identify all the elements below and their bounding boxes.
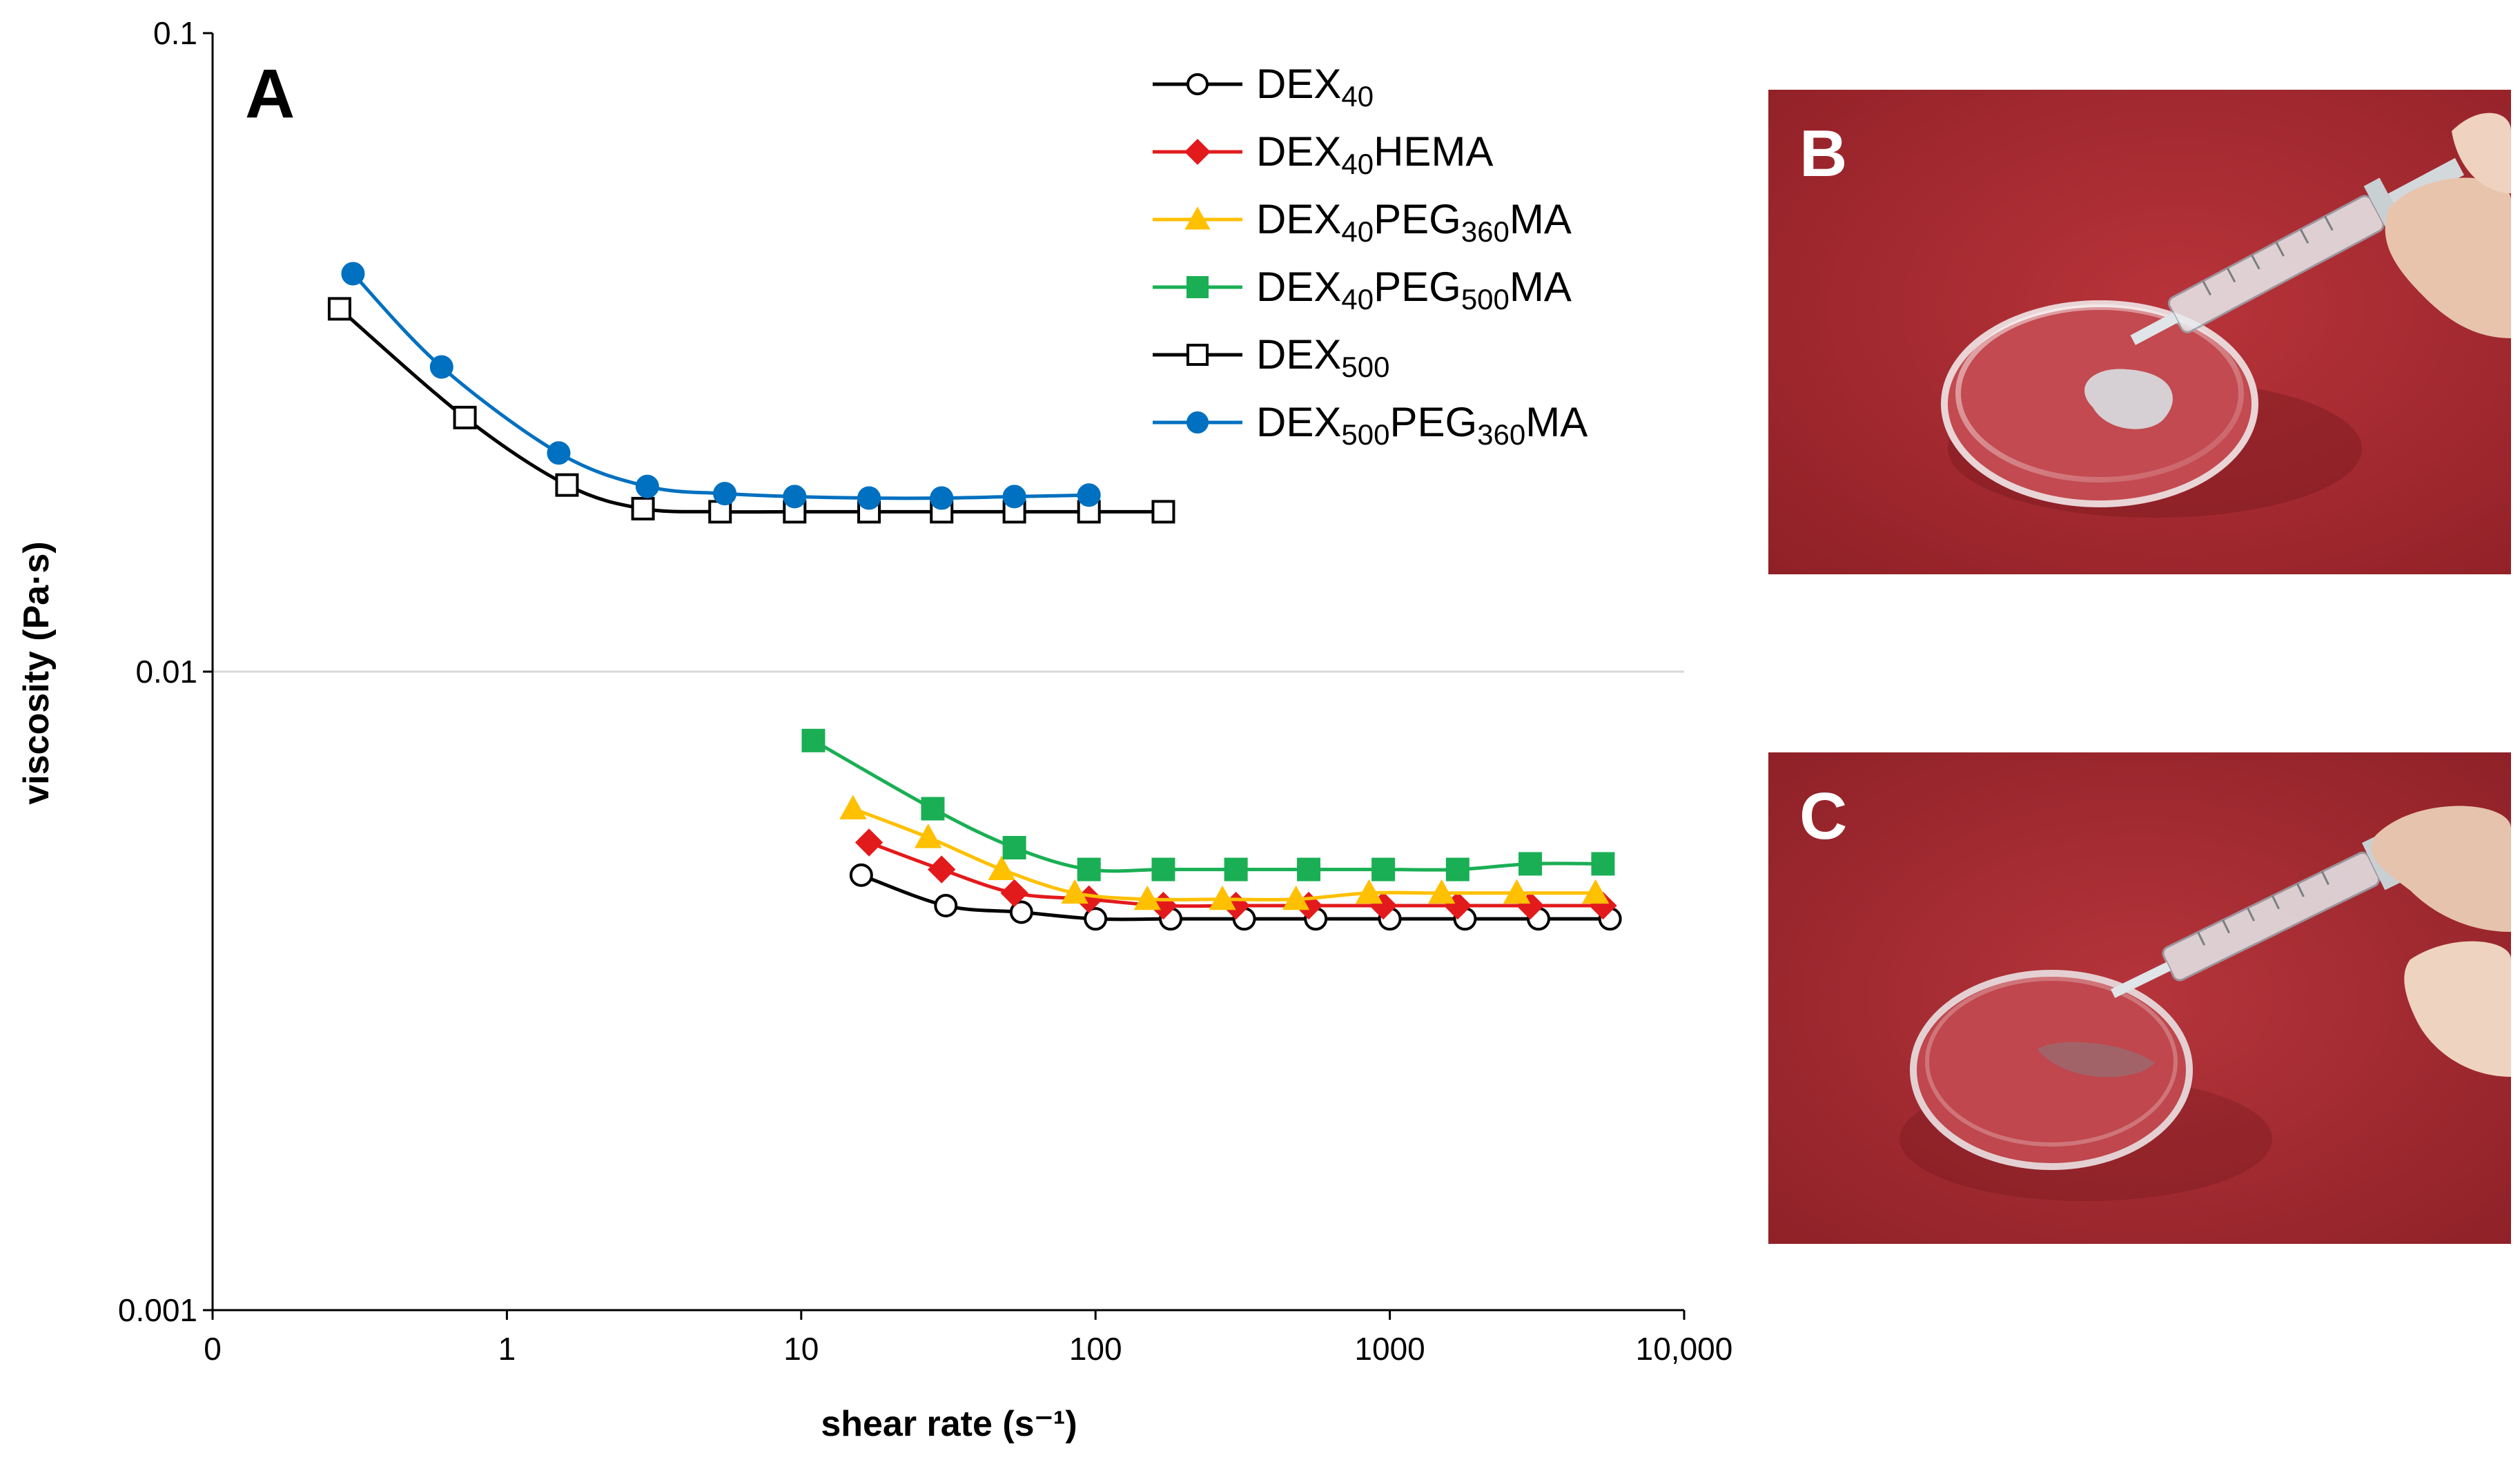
data-point-DEX40PEG360MA: [1282, 885, 1310, 910]
data-point-DEX40: [1009, 900, 1033, 924]
legend-label: DEX40HEMA: [1256, 128, 1493, 180]
x-tick-label: 100: [1069, 1331, 1122, 1367]
photo-c: C: [1768, 752, 2511, 1244]
y-tick-label: 0.01: [135, 654, 197, 690]
data-point-DEX40PEG500MA: [1591, 852, 1615, 876]
syringe-gel-dish-icon: B: [1768, 90, 2511, 574]
axes: 0.001 0.01 0.1 0 1 10 100 1000 10,000: [118, 15, 1732, 1367]
data-point-DEX500: [1151, 500, 1175, 524]
series-DEX40PEG360MA: [839, 795, 1610, 910]
legend-entry: DEX500PEG360MA: [1153, 399, 1588, 451]
data-point-DEX40PEG500MA: [1151, 857, 1175, 881]
data-point-DEX40PEG500MA: [1297, 857, 1321, 881]
y-axis-title: viscosity (Pa·s): [17, 541, 57, 805]
legend-marker: [1184, 139, 1211, 165]
legend-marker: [1184, 206, 1211, 230]
legend-entry: DEX500: [1153, 331, 1389, 383]
data-point-DEX500: [327, 297, 351, 321]
data-point-DEX500: [453, 405, 477, 429]
photo-c-label: C: [1799, 779, 1847, 853]
data-point-DEX500PEG360MA: [547, 441, 571, 465]
x-tick-label: 0: [204, 1331, 222, 1367]
legend-label: DEX40PEG360MA: [1256, 196, 1572, 248]
legend-entry: DEX40PEG360MA: [1153, 196, 1572, 248]
data-point-DEX40PEG360MA: [988, 855, 1015, 880]
data-point-DEX40PEG500MA: [1077, 857, 1101, 881]
data-point-DEX40PEG360MA: [915, 823, 942, 848]
data-point-DEX40PEG500MA: [921, 797, 945, 821]
data-point-DEX40HEMA: [928, 855, 956, 884]
data-point-DEX40PEG360MA: [1209, 885, 1236, 910]
series-line-DEX500PEG360MA: [351, 272, 1089, 500]
legend-marker: [1186, 411, 1209, 433]
data-point-DEX40PEG360MA: [1503, 879, 1531, 904]
series-line-DEX500: [338, 307, 1164, 514]
data-point-DEX40PEG500MA: [1002, 836, 1026, 860]
data-point-DEX500PEG360MA: [1002, 485, 1026, 509]
x-tick-label: 1: [498, 1331, 516, 1367]
data-point-DEX40PEG500MA: [1224, 857, 1248, 881]
x-tick-label: 10: [783, 1331, 819, 1367]
data-point-DEX40HEMA: [854, 828, 883, 857]
legend: DEX40 DEX40HEMA DEX40PEG360MA DEX40PEG500MA…: [1153, 61, 1588, 451]
series-DEX500PEG360MA: [341, 262, 1101, 510]
data-point-DEX500PEG360MA: [783, 485, 807, 509]
y-tick-label: 0.1: [153, 15, 197, 51]
data-point-DEX40HEMA: [1000, 879, 1028, 907]
legend-label: DEX500PEG360MA: [1256, 399, 1588, 451]
data-point-DEX40PEG500MA: [1371, 857, 1396, 881]
data-point-DEX40: [934, 894, 958, 918]
series-line-DEX40PEG360MA: [852, 807, 1596, 901]
photo-b: B: [1768, 90, 2511, 574]
data-point-DEX40: [849, 863, 873, 887]
data-point-DEX500PEG360MA: [341, 262, 365, 286]
legend-marker: [1186, 276, 1209, 298]
data-point-DEX500PEG360MA: [429, 355, 453, 379]
data-point-DEX500PEG360MA: [713, 482, 737, 506]
legend-label: DEX500: [1256, 331, 1389, 383]
data-point-DEX500PEG360MA: [930, 486, 954, 510]
data-point-DEX40PEG360MA: [1133, 885, 1161, 910]
x-tick-label: 10,000: [1636, 1331, 1733, 1367]
data-point-DEX500: [631, 496, 655, 520]
data-point-DEX40PEG500MA: [1518, 852, 1543, 876]
y-tick-label: 0.001: [118, 1292, 197, 1328]
series-lines: [327, 262, 1622, 931]
legend-entry: DEX40: [1153, 61, 1374, 113]
syringe-liquid-dish-icon: C: [1768, 752, 2511, 1244]
panel-label-a: A: [245, 55, 295, 133]
photo-b-label: B: [1799, 117, 1847, 191]
data-point-DEX40PEG500MA: [1445, 857, 1469, 881]
data-point-DEX500PEG360MA: [1077, 483, 1101, 507]
series-DEX40PEG500MA: [801, 728, 1615, 881]
legend-label: DEX40PEG500MA: [1256, 264, 1572, 315]
data-point-DEX500PEG360MA: [857, 486, 881, 510]
legend-marker: [1186, 73, 1209, 95]
legend-entry: DEX40HEMA: [1153, 128, 1493, 180]
data-point-DEX500: [555, 473, 579, 497]
data-point-DEX40: [1084, 907, 1108, 931]
x-axis-title: shear rate (s⁻¹): [821, 1404, 1077, 1444]
data-point-DEX40PEG360MA: [1427, 879, 1456, 904]
data-point-DEX500PEG360MA: [635, 474, 659, 498]
data-point-DEX40PEG360MA: [1581, 879, 1610, 904]
legend-entry: DEX40PEG500MA: [1153, 264, 1572, 315]
data-point-DEX40PEG500MA: [801, 728, 826, 752]
data-point-DEX40PEG360MA: [839, 795, 867, 819]
legend-label: DEX40: [1256, 61, 1374, 113]
series-DEX40: [849, 863, 1622, 931]
series-DEX500: [327, 297, 1175, 524]
legend-marker: [1186, 344, 1209, 366]
x-tick-label: 1000: [1354, 1331, 1425, 1367]
data-point-DEX40PEG360MA: [1355, 879, 1383, 904]
data-point-DEX40PEG360MA: [1061, 879, 1088, 904]
